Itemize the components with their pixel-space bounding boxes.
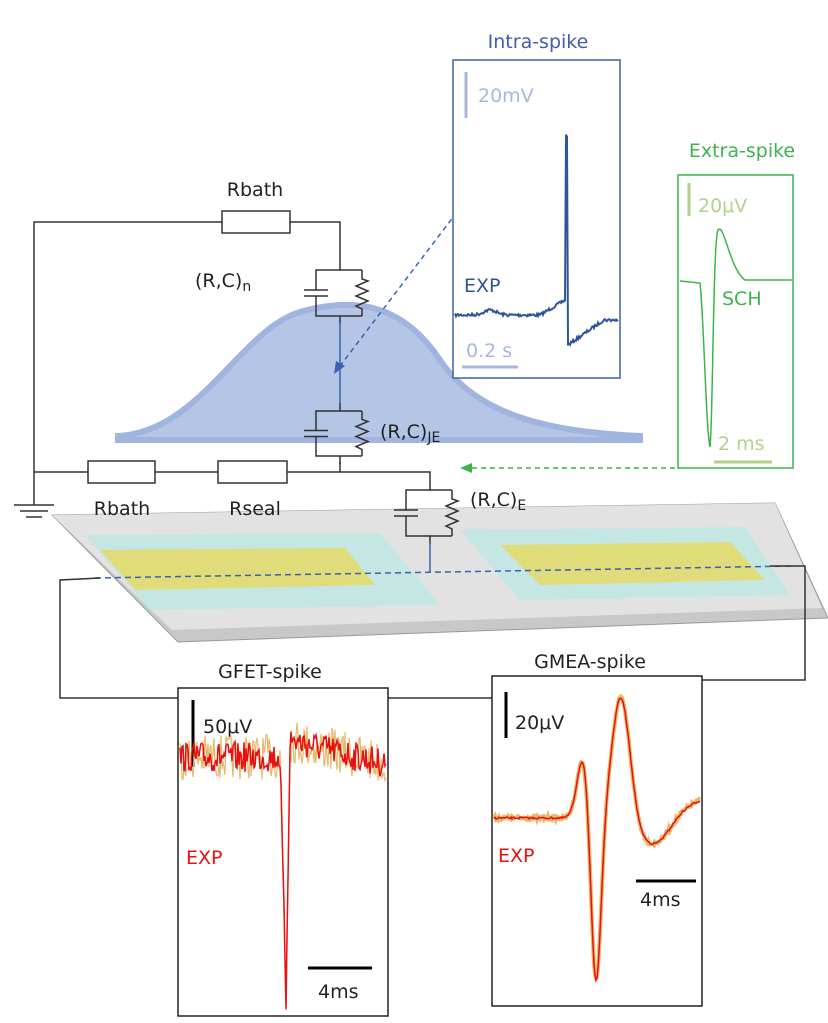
label: (R,C)n — [195, 270, 251, 295]
gmea-electrode — [500, 542, 765, 585]
loop-right — [702, 565, 806, 681]
trace — [679, 228, 792, 448]
scale-label: 20μV — [515, 712, 564, 734]
rc-part — [315, 436, 341, 464]
rc-part — [315, 262, 341, 290]
resistor — [87, 460, 156, 484]
wire — [33, 221, 222, 505]
gfet-electrode — [100, 548, 375, 590]
trace-label: EXP — [186, 847, 222, 869]
resistor — [217, 460, 288, 484]
scale-label: 0.2 s — [466, 340, 512, 362]
rc-part — [315, 403, 341, 431]
scale-label: 20μV — [698, 195, 747, 217]
label: (R,C) — [470, 489, 517, 511]
wire — [339, 462, 431, 482]
channel-line — [94, 565, 796, 579]
subscript: E — [517, 498, 526, 514]
panel-title: GFET-spike — [218, 661, 322, 683]
scale-label: 50μV — [203, 716, 252, 738]
rc-part — [354, 411, 371, 456]
trace — [454, 134, 619, 347]
label: Rbath — [227, 179, 283, 201]
label: (R,C) — [380, 421, 427, 443]
scale-label: 20mV — [478, 85, 534, 107]
rc-part — [315, 296, 341, 324]
trace-label: EXP — [498, 845, 534, 867]
label: (R,C)JE — [380, 421, 440, 446]
label: Rbath — [94, 498, 150, 520]
trace-mean — [493, 697, 701, 983]
ground — [14, 504, 54, 518]
resistor — [221, 210, 291, 234]
arrowhead — [460, 463, 472, 473]
label: (R,C)E — [470, 489, 526, 514]
rc-part — [444, 490, 461, 536]
panel-title: Extra-spike — [689, 140, 795, 162]
scale-label: 4ms — [318, 981, 359, 1003]
rc-part — [405, 482, 431, 510]
panel-title: Intra-spike — [488, 31, 589, 53]
wire — [290, 221, 341, 262]
cell — [115, 301, 643, 443]
subscript: n — [242, 279, 251, 295]
scale-label: 2 ms — [718, 433, 765, 455]
rc-block — [304, 262, 371, 324]
rc-block — [304, 403, 371, 464]
arrowhead — [334, 361, 345, 374]
panel-title: GMEA-spike — [534, 651, 646, 673]
label: Rseal — [229, 498, 281, 520]
loop-left — [59, 577, 178, 699]
trace-mean — [179, 731, 387, 1010]
scale-label: 4ms — [640, 889, 681, 911]
panel — [677, 174, 794, 469]
label: (R,C) — [195, 270, 242, 292]
subscript: JE — [426, 430, 440, 446]
rc-part — [354, 270, 371, 316]
rc-block — [394, 482, 461, 544]
trace-label: EXP — [464, 275, 500, 297]
trace-label: SCH — [722, 288, 762, 310]
panel — [452, 59, 621, 379]
rc-part — [405, 516, 431, 544]
